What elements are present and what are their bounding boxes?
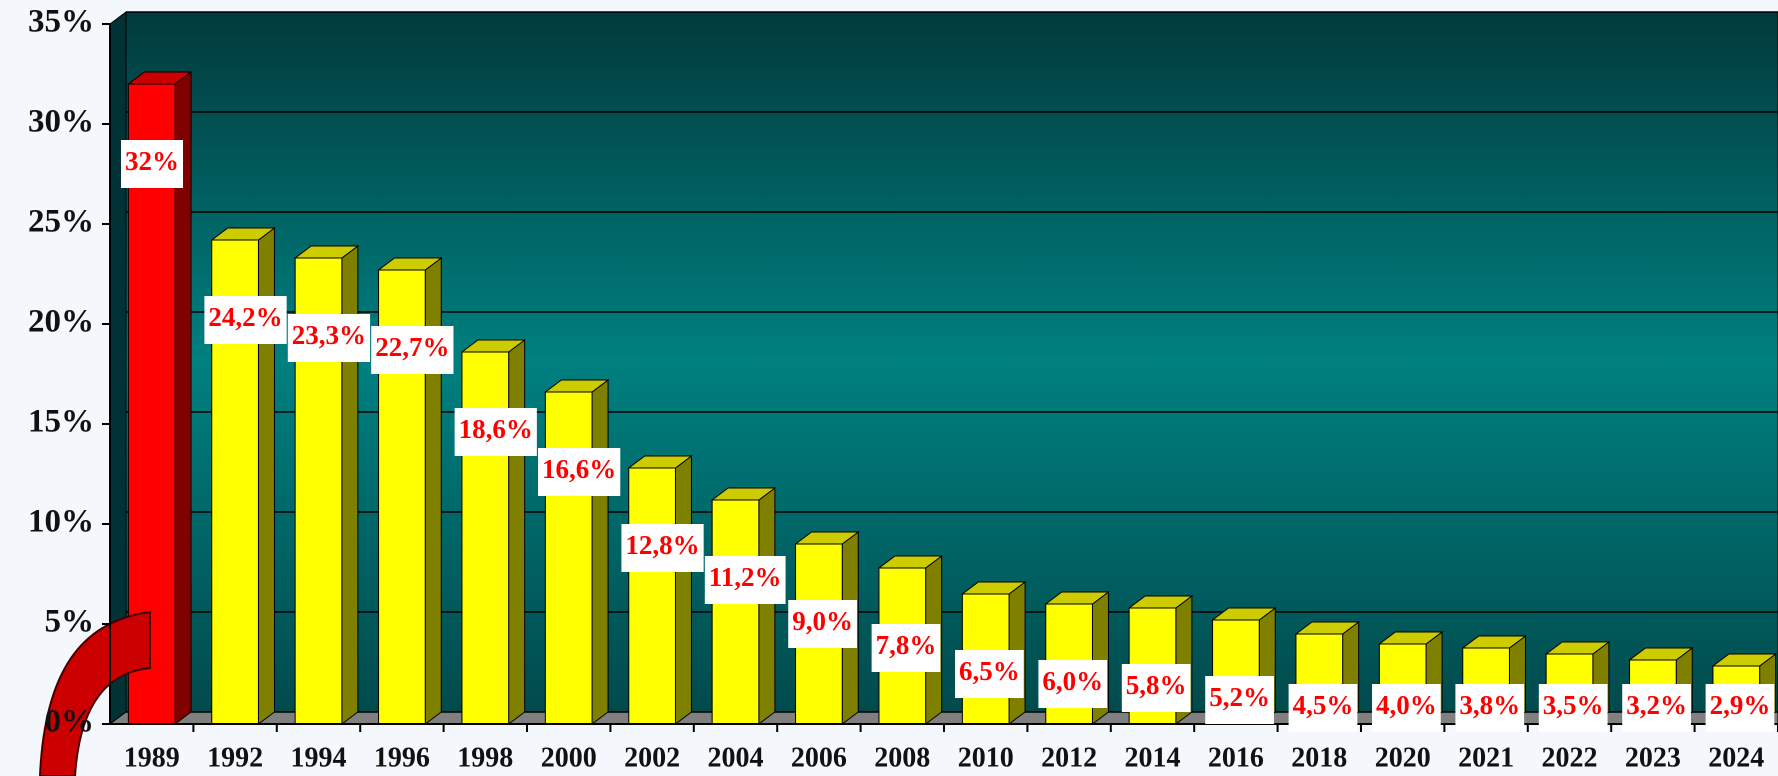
x-tick-label: 1998	[457, 742, 513, 773]
value-label: 6,0%	[1042, 666, 1103, 696]
value-label: 4,0%	[1376, 690, 1437, 720]
x-tick-label: 2024	[1708, 742, 1764, 773]
value-label: 3,2%	[1626, 690, 1687, 720]
y-tick-label: 20%	[28, 304, 94, 340]
value-label: 3,8%	[1459, 690, 1520, 720]
value-label: 5,2%	[1209, 682, 1270, 712]
x-tick-label: 1992	[207, 742, 263, 773]
value-label: 12,8%	[625, 530, 699, 560]
value-label: 2,9%	[1710, 690, 1771, 720]
y-tick-label: 25%	[28, 204, 94, 240]
bar-side	[592, 380, 608, 724]
x-tick-label: 2008	[874, 742, 930, 773]
x-tick-label: 2020	[1375, 742, 1431, 773]
x-tick-label: 2002	[624, 742, 680, 773]
value-label: 9,0%	[792, 606, 853, 636]
value-label: 5,8%	[1126, 670, 1187, 700]
x-tick-label: 1994	[291, 742, 347, 773]
floor	[110, 712, 1778, 724]
bar-side	[675, 456, 691, 724]
chart: 0% 5% 10% 15% 20% 25% 30% 35% 1989 1992 1994 1996 19…	[0, 0, 1778, 776]
x-tick-label: 2004	[708, 742, 764, 773]
value-label: 23,3%	[292, 320, 366, 350]
bar	[462, 352, 509, 724]
x-tick-label: 2000	[541, 742, 597, 773]
bar-side	[509, 340, 525, 724]
value-label: 3,5%	[1543, 690, 1604, 720]
x-tick-label: 2023	[1625, 742, 1681, 773]
value-label: 7,8%	[876, 630, 937, 660]
value-label: 6,5%	[959, 656, 1020, 686]
y-tick-label: 15%	[28, 404, 94, 440]
y-tick-label: 30%	[28, 104, 94, 140]
x-tick-label: 1996	[374, 742, 430, 773]
y-tick-label: 5%	[45, 604, 95, 640]
value-label: 22,7%	[375, 332, 449, 362]
x-tick-label: 2016	[1208, 742, 1264, 773]
y-tick-label: 10%	[28, 504, 94, 540]
value-label: 32%	[125, 146, 179, 176]
x-tick-label: 2021	[1458, 742, 1514, 773]
value-label: 11,2%	[709, 562, 782, 592]
x-tick-label: 2012	[1041, 742, 1097, 773]
x-tick-label: 2014	[1125, 742, 1181, 773]
value-label: 4,5%	[1293, 690, 1354, 720]
y-tick-label: 0%	[45, 704, 95, 740]
bar-side	[759, 488, 775, 724]
value-label: 16,6%	[542, 454, 616, 484]
value-label: 24,2%	[208, 302, 282, 332]
y-tick-label: 35%	[28, 4, 94, 40]
x-tick-label: 2022	[1542, 742, 1598, 773]
x-tick-label: 2010	[958, 742, 1014, 773]
bar	[629, 468, 676, 724]
value-label: 18,6%	[459, 414, 533, 444]
x-tick-label: 1989	[124, 742, 180, 773]
bar	[545, 392, 592, 724]
x-tick-label: 2018	[1291, 742, 1347, 773]
x-tick-label: 2006	[791, 742, 847, 773]
bar	[712, 500, 759, 724]
